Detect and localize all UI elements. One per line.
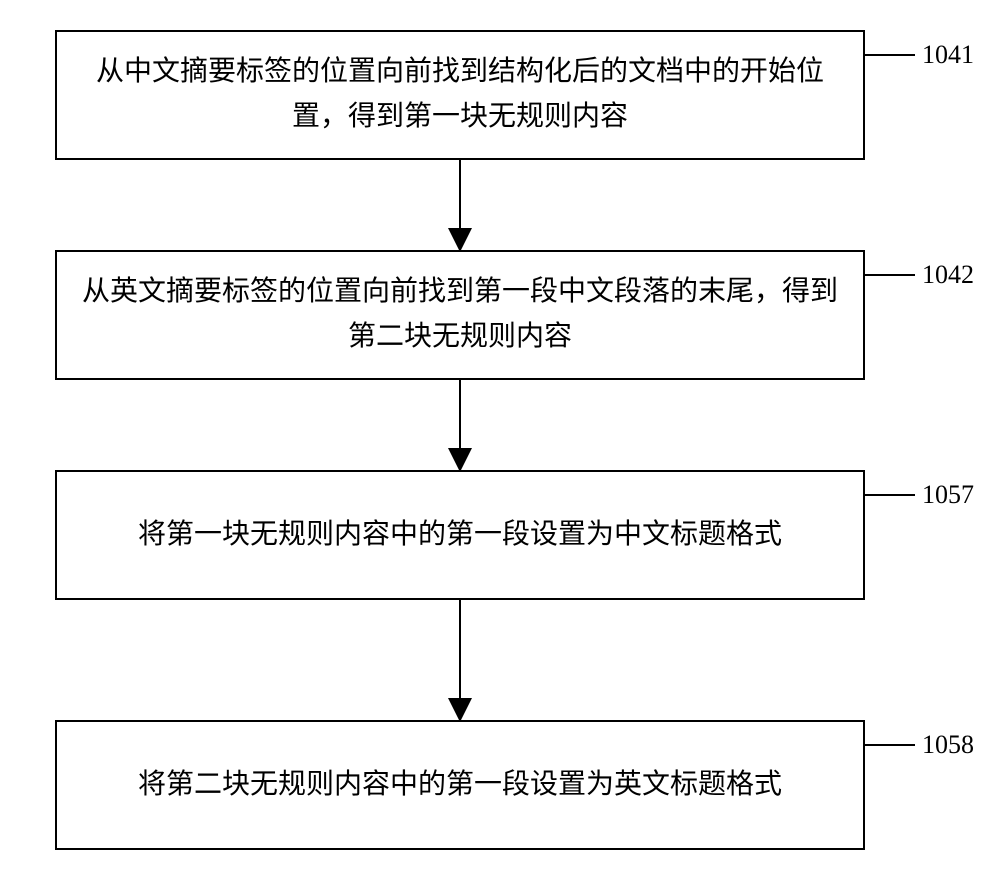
flow-node-2: 从英文摘要标签的位置向前找到第一段中文段落的末尾，得到第二块无规则内容 [55,250,865,380]
flow-node-1: 从中文摘要标签的位置向前找到结构化后的文档中的开始位置，得到第一块无规则内容 [55,30,865,160]
flow-node-3-leadline [865,494,915,496]
flow-node-2-label: 1042 [922,260,974,290]
flow-node-1-label: 1041 [922,40,974,70]
flow-node-4-text: 将第二块无规则内容中的第一段设置为英文标题格式 [138,763,782,808]
flow-node-4-label: 1058 [922,730,974,760]
flowchart-canvas: 从中文摘要标签的位置向前找到结构化后的文档中的开始位置，得到第一块无规则内容 1… [0,0,1000,891]
flow-node-4-leadline [865,744,915,746]
flow-node-3: 将第一块无规则内容中的第一段设置为中文标题格式 [55,470,865,600]
flow-node-1-text: 从中文摘要标签的位置向前找到结构化后的文档中的开始位置，得到第一块无规则内容 [77,50,843,140]
flow-node-3-text: 将第一块无规则内容中的第一段设置为中文标题格式 [138,513,782,558]
flow-node-2-text: 从英文摘要标签的位置向前找到第一段中文段落的末尾，得到第二块无规则内容 [77,270,843,360]
flow-node-3-label: 1057 [922,480,974,510]
flow-node-1-leadline [865,54,915,56]
flow-node-4: 将第二块无规则内容中的第一段设置为英文标题格式 [55,720,865,850]
flow-node-2-leadline [865,274,915,276]
